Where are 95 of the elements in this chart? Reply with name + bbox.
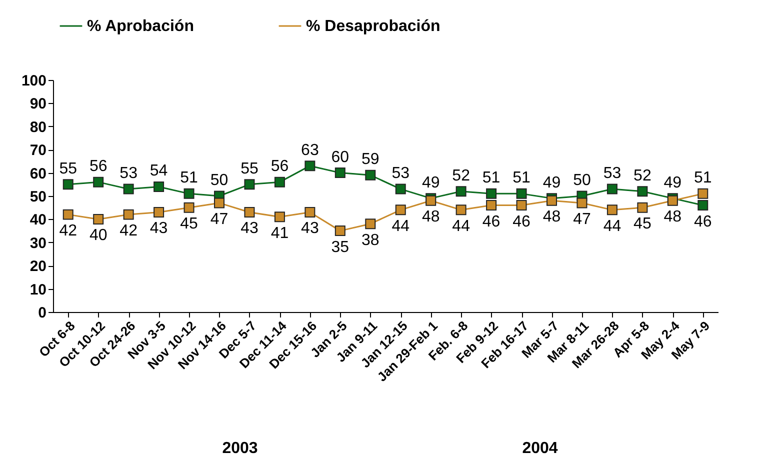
point (334, 168, 346, 178)
y-tick-label: 90 (30, 96, 46, 113)
data-label: 43 (301, 220, 319, 238)
point (365, 218, 376, 230)
data-label: 44 (452, 218, 470, 235)
data-label: 52 (634, 167, 652, 184)
data-label: 43 (240, 220, 258, 238)
data-label: 43 (150, 220, 168, 238)
point (154, 181, 164, 192)
point (606, 184, 618, 194)
point (395, 184, 406, 194)
data-label: 50 (573, 172, 591, 189)
point (274, 176, 285, 188)
y-tick-label: 60 (30, 165, 46, 182)
data-label: 42 (120, 222, 138, 240)
point (456, 186, 466, 197)
data-label: 53 (392, 165, 410, 182)
y-tick-label: 30 (30, 234, 46, 252)
point (244, 206, 255, 218)
data-label: 53 (603, 165, 622, 182)
data-label: 63 (301, 142, 319, 159)
point (123, 184, 134, 194)
data-label: 48 (664, 208, 682, 226)
data-label: 47 (573, 210, 591, 228)
point (486, 200, 497, 211)
point (304, 206, 316, 218)
data-label: 45 (180, 216, 198, 233)
data-label: 49 (422, 174, 440, 192)
point (154, 206, 164, 218)
data-label: 35 (331, 238, 350, 256)
point (516, 200, 527, 211)
data-label: 46 (512, 213, 531, 230)
point (576, 198, 588, 208)
point (606, 204, 618, 216)
legend-label: % Desaprobación (306, 18, 440, 35)
data-label: 45 (634, 216, 652, 233)
point (334, 226, 346, 236)
y-tick-label: 80 (30, 118, 46, 136)
data-label: 46 (482, 213, 500, 230)
data-label: 48 (542, 208, 561, 226)
data-label: 55 (59, 160, 78, 178)
data-label: 49 (664, 174, 682, 192)
point (244, 179, 255, 190)
point (365, 170, 376, 180)
point (395, 204, 406, 216)
legend-label: % Aprobación (87, 18, 194, 35)
y-tick-label: 50 (30, 188, 46, 206)
data-label: 60 (331, 148, 350, 166)
data-label: 48 (422, 208, 440, 226)
data-label: 51 (512, 170, 531, 187)
point (274, 212, 285, 222)
y-tick-label: 70 (30, 142, 46, 160)
point (62, 179, 74, 190)
data-label: 42 (59, 222, 78, 240)
data-label: 46 (694, 213, 712, 230)
data-label: 54 (150, 162, 168, 180)
y-tick-label: 40 (30, 212, 46, 229)
data-label: 41 (270, 224, 289, 242)
data-label: 56 (270, 158, 289, 176)
point (637, 186, 648, 197)
data-label: 44 (392, 218, 410, 235)
point (93, 214, 104, 224)
data-label: 59 (361, 151, 380, 168)
data-label: 51 (180, 170, 198, 187)
data-label: 49 (542, 174, 561, 192)
point (637, 202, 648, 213)
point (214, 198, 224, 208)
data-label: 55 (240, 160, 258, 178)
y-tick-label: 0 (38, 304, 46, 322)
text: 2004 (522, 440, 558, 458)
point (698, 188, 708, 199)
point (486, 188, 497, 199)
data-label: 47 (210, 210, 228, 228)
point (698, 200, 708, 211)
data-label: 53 (120, 165, 138, 182)
data-label: 52 (452, 167, 470, 184)
y-tick-label: 100 (21, 72, 46, 90)
point (304, 160, 316, 172)
data-label: 51 (694, 170, 712, 187)
data-label: 51 (482, 170, 500, 187)
y-tick-label: 10 (30, 281, 46, 298)
data-label: 38 (361, 232, 380, 249)
point (516, 188, 527, 199)
data-label: 50 (210, 172, 228, 189)
text: 2003 (222, 440, 258, 458)
data-label: 44 (603, 218, 622, 235)
data-label: 56 (89, 158, 108, 176)
data-label: 40 (89, 227, 108, 244)
y-tick-label: 20 (30, 258, 46, 276)
point (93, 176, 104, 188)
point (62, 209, 74, 220)
point (123, 209, 134, 220)
point (456, 204, 466, 216)
point (184, 188, 194, 199)
point (184, 202, 194, 213)
